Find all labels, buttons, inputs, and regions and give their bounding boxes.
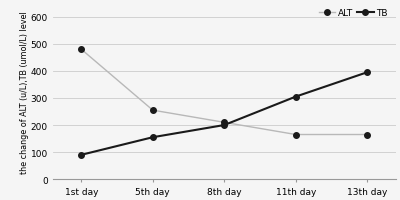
Y-axis label: the change of ALT (u/L),TB (umol/L) level: the change of ALT (u/L),TB (umol/L) leve… — [20, 11, 29, 173]
Legend: ALT, TB: ALT, TB — [315, 5, 391, 21]
